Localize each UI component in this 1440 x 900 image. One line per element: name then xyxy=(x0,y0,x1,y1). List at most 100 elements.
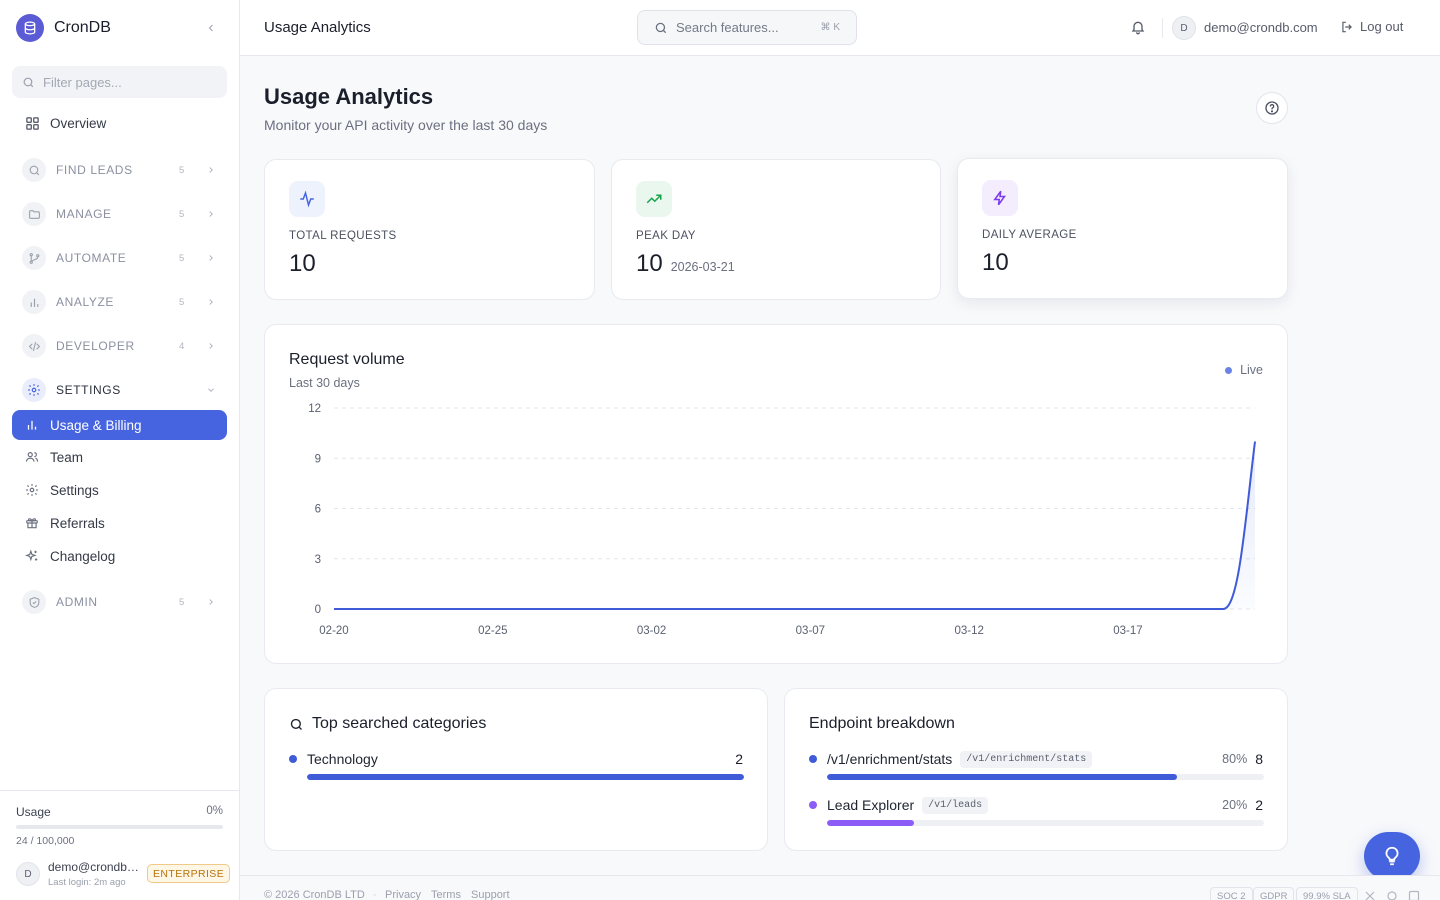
data-point xyxy=(808,607,812,611)
data-point xyxy=(427,607,431,611)
github-icon[interactable] xyxy=(1386,890,1398,900)
nav-settings[interactable]: Settings xyxy=(12,475,227,505)
brand[interactable]: CronDB xyxy=(16,14,111,42)
data-point xyxy=(618,607,622,611)
bell-icon[interactable] xyxy=(1130,19,1146,35)
feature-search-placeholder: Search features... xyxy=(676,20,779,35)
data-point xyxy=(681,607,685,611)
copyright: © 2026 CronDB LTD xyxy=(264,889,365,900)
filter-pages-input[interactable] xyxy=(43,74,213,90)
group-count: 4 xyxy=(179,340,185,352)
peak-date: 2026-03-21 xyxy=(670,260,735,274)
x-tick-label: 03-17 xyxy=(1113,625,1142,637)
data-point xyxy=(904,607,908,611)
page-footer: © 2026 CronDB LTD · Privacy Terms Suppor… xyxy=(240,875,1440,900)
activity-icon xyxy=(289,181,325,217)
nav-group-find-leads[interactable]: FIND LEADS 5 xyxy=(12,156,227,184)
chevron-right-icon xyxy=(203,162,219,178)
data-point xyxy=(840,607,844,611)
topbar-title: Usage Analytics xyxy=(264,19,371,36)
endpoint-path: /v1/leads xyxy=(922,796,989,814)
group-count: 5 xyxy=(179,296,185,308)
endpoint-count: 8 xyxy=(1255,751,1263,767)
x-icon[interactable] xyxy=(1364,890,1376,900)
footer-link-privacy[interactable]: Privacy xyxy=(385,889,422,900)
y-tick-label: 3 xyxy=(315,554,321,566)
group-label: MANAGE xyxy=(56,207,112,221)
logout-button[interactable]: Log out xyxy=(1340,19,1403,34)
nav-usage-billing[interactable]: Usage & Billing xyxy=(12,410,227,440)
account-email[interactable]: demo@crondb.com xyxy=(48,860,140,874)
nav-team[interactable]: Team xyxy=(12,442,227,472)
endpoint-dot xyxy=(809,801,817,809)
search-icon xyxy=(23,77,34,87)
data-point xyxy=(1253,440,1257,444)
endpoint-dot xyxy=(809,755,817,763)
tips-button[interactable] xyxy=(1364,832,1420,880)
list-item: Technology 2 xyxy=(289,747,743,771)
data-point xyxy=(523,607,527,611)
data-point xyxy=(1158,607,1162,611)
group-label: SETTINGS xyxy=(56,383,121,397)
list-item: /v1/enrichment/stats /v1/enrichment/stat… xyxy=(809,747,1263,771)
live-dot xyxy=(1225,366,1233,374)
nav-group-admin[interactable]: ADMIN 5 xyxy=(12,588,227,616)
category-count: 2 xyxy=(735,751,743,767)
data-point xyxy=(1126,607,1130,611)
users-icon xyxy=(24,449,40,465)
nav-group-manage[interactable]: MANAGE 5 xyxy=(12,200,227,228)
nav-group-settings[interactable]: SETTINGS xyxy=(12,376,227,404)
footer-link-support[interactable]: Support xyxy=(471,889,510,900)
avatar[interactable]: D xyxy=(1172,16,1196,40)
series-area xyxy=(334,441,1255,609)
code-icon xyxy=(22,334,46,358)
usage-percent: 0% xyxy=(206,805,223,817)
sidebar-footer: Usage 0% 24 / 100,000 D demo@crondb.com … xyxy=(0,790,239,900)
nav-team-label: Team xyxy=(50,449,84,465)
endpoint-breakdown-card: Endpoint breakdown /v1/enrichment/stats … xyxy=(784,688,1288,851)
bar-chart-icon xyxy=(22,290,46,314)
help-button[interactable] xyxy=(1256,92,1288,124)
feature-search[interactable]: Search features... ⌘ K xyxy=(637,10,857,45)
category-dot xyxy=(289,755,297,763)
data-point xyxy=(364,607,368,611)
y-tick-label: 12 xyxy=(308,403,321,415)
x-axis-ticks: 02-20 02-25 03-02 03-07 03-12 03-17 xyxy=(319,625,1142,637)
shield-icon xyxy=(22,590,46,614)
footer-link-terms[interactable]: Terms xyxy=(431,889,461,900)
nav-overview[interactable]: Overview xyxy=(12,108,227,138)
nav-group-automate[interactable]: AUTOMATE 5 xyxy=(12,244,227,272)
nav-group-analyze[interactable]: ANALYZE 5 xyxy=(12,288,227,316)
compliance-badge: 99.9% SLA xyxy=(1296,887,1358,900)
nav-group-developer[interactable]: DEVELOPER 4 xyxy=(12,332,227,360)
data-point xyxy=(586,607,590,611)
search-shortcut: ⌘ K xyxy=(820,22,840,33)
nav-usage-billing-label: Usage & Billing xyxy=(50,417,142,433)
group-label: FIND LEADS xyxy=(56,163,133,177)
data-point xyxy=(777,607,781,611)
database-icon xyxy=(16,14,44,42)
user-email[interactable]: demo@crondb.com xyxy=(1204,20,1318,35)
collapse-sidebar-button[interactable] xyxy=(202,20,220,36)
y-tick-label: 6 xyxy=(315,504,321,516)
stat-number: 10 xyxy=(982,249,1009,276)
stat-card-peak-day: PEAK DAY 10 2026-03-21 xyxy=(611,159,941,300)
endpoint-breakdown-title: Endpoint breakdown xyxy=(809,715,955,732)
endpoint-bar xyxy=(827,774,1264,780)
nav-referrals[interactable]: Referrals xyxy=(12,508,227,538)
data-point xyxy=(935,607,939,611)
data-point xyxy=(459,607,463,611)
folder-icon xyxy=(22,202,46,226)
y-tick-label: 9 xyxy=(315,453,321,465)
group-count: 5 xyxy=(179,596,185,608)
data-point xyxy=(332,607,336,611)
group-count: 5 xyxy=(179,208,185,220)
series-line xyxy=(334,441,1256,610)
endpoint-bar xyxy=(827,820,1264,826)
avatar[interactable]: D xyxy=(16,862,40,886)
data-point xyxy=(1221,607,1225,611)
chevron-left-icon xyxy=(208,24,213,32)
nav-changelog[interactable]: Changelog xyxy=(12,541,227,571)
grid-icon xyxy=(24,115,40,131)
linkedin-icon[interactable] xyxy=(1408,890,1420,900)
